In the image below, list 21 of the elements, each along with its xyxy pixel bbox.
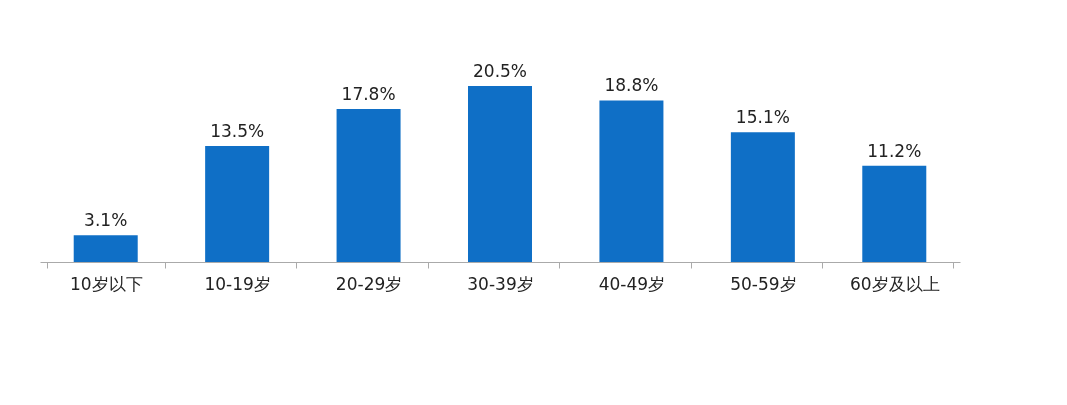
bar bbox=[73, 235, 138, 262]
bar bbox=[205, 146, 270, 262]
x-tick-label: 10岁以下 bbox=[69, 273, 143, 294]
x-tick-label: 20-29岁 bbox=[335, 273, 403, 294]
bar bbox=[336, 109, 401, 262]
data-label: 13.5% bbox=[210, 121, 265, 142]
data-label: 3.1% bbox=[84, 210, 128, 231]
bar bbox=[468, 85, 532, 262]
data-label: 18.8% bbox=[604, 75, 659, 96]
data-label: 11.2% bbox=[867, 140, 922, 161]
bar bbox=[730, 132, 795, 262]
x-tick-label: 30-39岁 bbox=[467, 273, 534, 294]
data-label: 17.8% bbox=[341, 84, 396, 105]
x-tick-label: 60岁及以上 bbox=[849, 273, 940, 294]
x-tick-label: 10-19岁 bbox=[204, 273, 271, 294]
bar bbox=[862, 165, 927, 262]
x-tick-label: 50-59岁 bbox=[730, 273, 797, 294]
x-tick-label: 40-49岁 bbox=[598, 273, 666, 294]
bar bbox=[599, 100, 664, 262]
data-label: 20.5% bbox=[472, 60, 528, 81]
data-label: 15.1% bbox=[735, 107, 790, 128]
